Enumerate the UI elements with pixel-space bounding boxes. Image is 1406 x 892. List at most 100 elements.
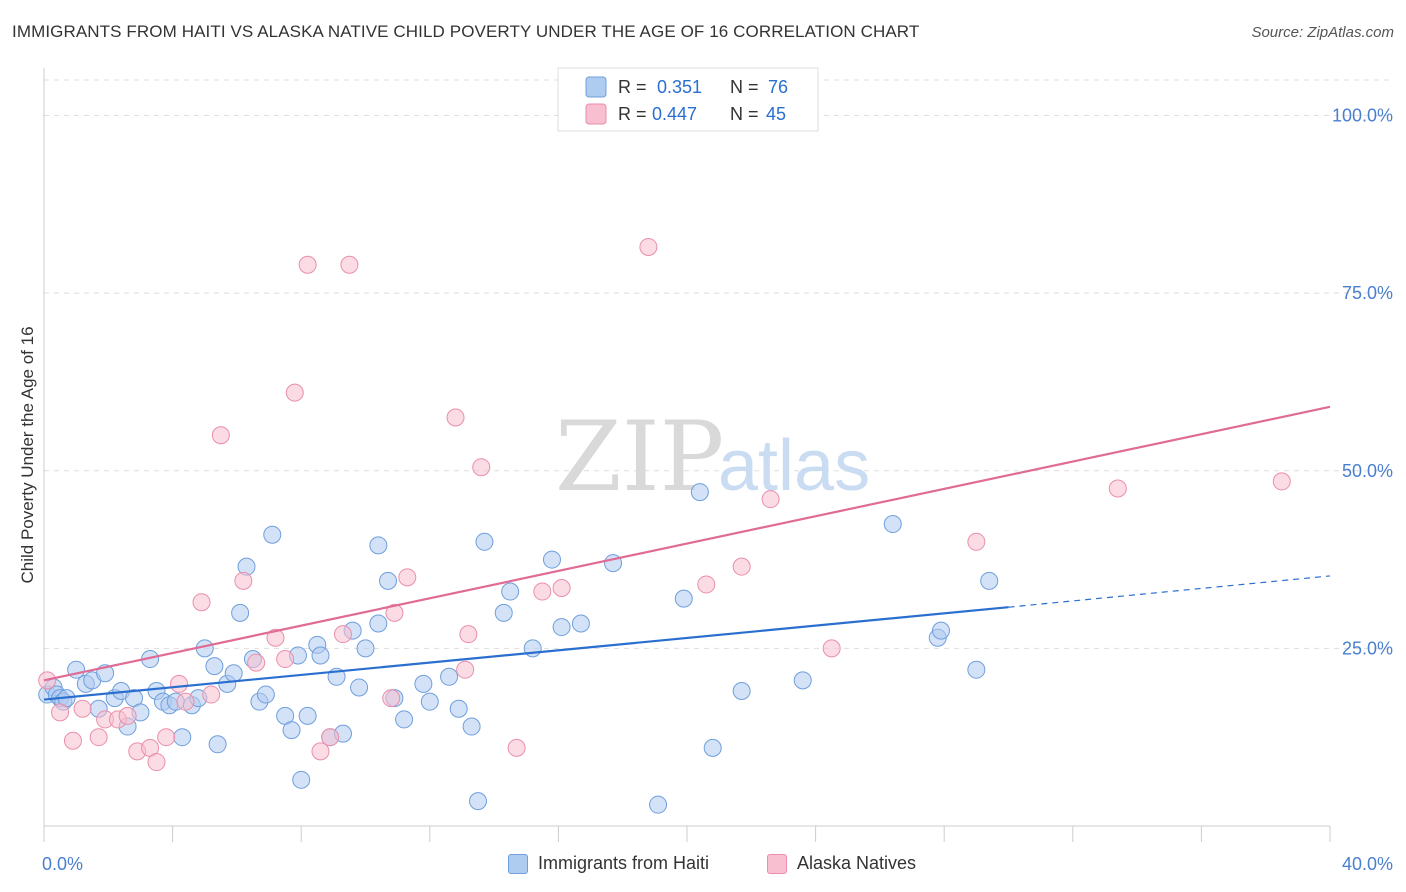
- alaska-point: [533, 582, 552, 601]
- alaska-point: [761, 490, 780, 509]
- haiti-point: [793, 671, 812, 690]
- alaska-point: [118, 706, 137, 725]
- alaska-point: [202, 685, 221, 704]
- alaska-point: [73, 699, 92, 718]
- haiti-point: [282, 721, 301, 740]
- legend-top: R = 0.351 N = 76 R = 0.447 N = 45: [557, 67, 819, 132]
- watermark: ZIP atlas: [555, 401, 870, 513]
- alaska-point: [51, 703, 70, 722]
- haiti-point: [967, 660, 986, 679]
- haiti-point: [494, 603, 513, 622]
- y-tick-label: 100.0%: [1332, 106, 1393, 126]
- data-points: [38, 237, 1291, 814]
- haiti-point: [224, 664, 243, 683]
- haiti-point: [350, 678, 369, 697]
- legend-swatch-alaska: [767, 853, 787, 874]
- legend-bottom: Immigrants from Haiti Alaska Natives: [0, 853, 1406, 877]
- x-tick-label: 0.0%: [42, 854, 83, 874]
- haiti-point: [414, 674, 433, 693]
- alaska-point: [333, 625, 352, 644]
- haiti-point: [674, 589, 693, 608]
- legend-r-label-1: R =: [618, 77, 647, 97]
- haiti-point: [542, 550, 561, 569]
- alaska-point: [176, 692, 195, 711]
- x-tick-label: 40.0%: [1342, 854, 1393, 874]
- legend-swatch-blue: [585, 76, 607, 98]
- alaska-point: [732, 557, 751, 576]
- alaska-point: [472, 458, 491, 477]
- y-tick-label: 75.0%: [1342, 283, 1393, 303]
- alaska-point: [822, 639, 841, 658]
- alaska-point: [456, 660, 475, 679]
- alaska-point: [340, 255, 359, 274]
- trend-lines: [43, 405, 1331, 701]
- legend-n-value-1: 76: [768, 77, 788, 97]
- y-tick-label: 50.0%: [1342, 461, 1393, 481]
- alaska-point: [459, 625, 478, 644]
- haiti-point: [931, 621, 950, 640]
- haiti-point: [173, 728, 192, 747]
- haiti-point: [469, 792, 488, 811]
- haiti-point: [369, 536, 388, 555]
- haiti-point: [379, 571, 398, 590]
- alaska-point: [639, 237, 658, 256]
- y-axis-label: Child Poverty Under the Age of 16: [18, 326, 37, 584]
- haiti-point: [395, 710, 414, 729]
- legend-r-value-2: 0.447: [652, 104, 697, 124]
- haiti-point: [690, 483, 709, 502]
- alaska-point: [147, 753, 166, 772]
- haiti-point: [980, 571, 999, 590]
- alaska-point: [1272, 472, 1291, 491]
- alaska-point: [697, 575, 716, 594]
- legend-n-label-1: N =: [730, 77, 759, 97]
- alaska-point: [211, 426, 230, 445]
- alaska-point: [1108, 479, 1127, 498]
- haiti-point: [356, 639, 375, 658]
- haiti-point: [292, 770, 311, 789]
- legend-item-alaska: Alaska Natives: [767, 853, 916, 874]
- alaska-point: [276, 650, 295, 669]
- alaska-point: [967, 532, 986, 551]
- alaska-point: [192, 593, 211, 612]
- haiti-point: [298, 706, 317, 725]
- haiti-trend-line: [43, 606, 1009, 701]
- haiti-point: [703, 738, 722, 757]
- haiti-point: [732, 682, 751, 701]
- haiti-point: [208, 735, 227, 754]
- legend-item-haiti: Immigrants from Haiti: [508, 853, 709, 874]
- y-tick-label: 25.0%: [1342, 638, 1393, 658]
- legend-swatch-haiti: [508, 853, 528, 874]
- alaska-point: [385, 603, 404, 622]
- haiti-point: [649, 795, 668, 814]
- alaska-point: [170, 674, 189, 693]
- haiti-point: [552, 618, 571, 637]
- alaska-point: [63, 731, 82, 750]
- legend-label-haiti: Immigrants from Haiti: [538, 853, 710, 873]
- legend-label-alaska: Alaska Natives: [797, 853, 917, 873]
- haiti-point: [231, 603, 250, 622]
- haiti-point: [475, 532, 494, 551]
- haiti-point: [883, 515, 902, 534]
- source-label: Source: ZipAtlas.com: [1251, 24, 1394, 41]
- alaska-point: [298, 255, 317, 274]
- haiti-point: [369, 614, 388, 633]
- haiti-trend-extension: [1008, 575, 1331, 608]
- tick-labels: 25.0% 50.0% 75.0% 100.0% 0.0% 40.0%: [42, 106, 1393, 874]
- alaska-point: [321, 728, 340, 747]
- alaska-point: [398, 568, 417, 587]
- haiti-point: [571, 614, 590, 633]
- alaska-point: [382, 689, 401, 708]
- alaska-trend-line: [43, 405, 1331, 682]
- legend-r-value-1: 0.351: [657, 77, 702, 97]
- haiti-point: [420, 692, 439, 711]
- haiti-point: [501, 582, 520, 601]
- haiti-point: [449, 699, 468, 718]
- alaska-point: [552, 578, 571, 597]
- haiti-point: [462, 717, 481, 736]
- alaska-point: [89, 728, 108, 747]
- alaska-point: [234, 571, 253, 590]
- alaska-point: [311, 742, 330, 761]
- chart-title: IMMIGRANTS FROM HAITI VS ALASKA NATIVE C…: [12, 22, 920, 41]
- legend-swatch-pink: [585, 103, 607, 125]
